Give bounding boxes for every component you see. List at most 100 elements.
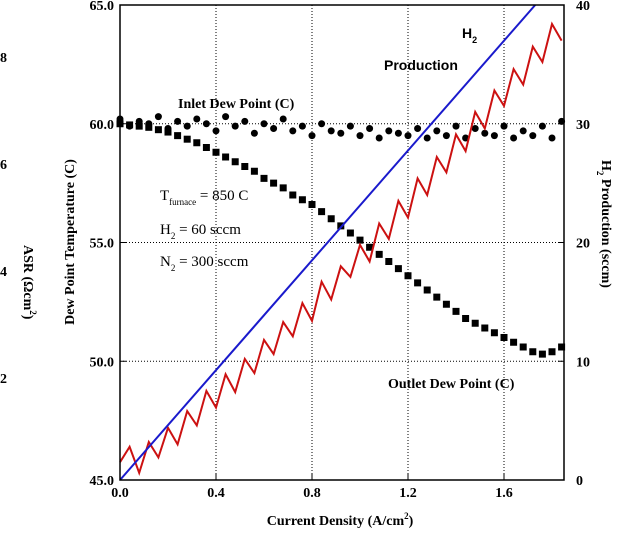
point: [538, 350, 546, 358]
point: [500, 334, 508, 341]
point: [414, 279, 422, 287]
series-label: Inlet Dew Point (C): [178, 97, 295, 112]
point: [270, 179, 278, 187]
point: [538, 122, 546, 130]
cropped-tick-label: 6: [0, 158, 7, 173]
point: [385, 258, 393, 265]
y-tick-label: 55.0: [90, 237, 115, 252]
annotation: N2 = 300 sccm: [160, 254, 249, 273]
point: [183, 135, 191, 143]
annotation: Tfurnace = 850 C: [160, 188, 248, 207]
point: [366, 243, 374, 251]
point: [414, 125, 422, 132]
point: [183, 122, 191, 130]
y2-tick-label: 30: [576, 118, 590, 133]
point: [442, 300, 450, 308]
point: [337, 222, 345, 230]
point: [490, 329, 498, 337]
series-line: [119, 4, 536, 481]
point: [462, 315, 470, 322]
point: [519, 127, 527, 135]
point: [346, 229, 354, 237]
point: [510, 134, 518, 142]
point: [385, 127, 393, 135]
point: [164, 128, 172, 136]
point: [481, 324, 489, 332]
y-tick-label: 45.0: [90, 474, 115, 489]
x-axis-label-rest: ): [409, 514, 414, 529]
point: [298, 122, 306, 130]
point: [135, 122, 143, 130]
point: [471, 125, 479, 132]
point: [452, 307, 460, 315]
point: [433, 293, 441, 301]
series-line: [119, 21, 563, 477]
y2-tick-label: 40: [576, 0, 590, 14]
annotation-rest: = 60 sccm: [175, 222, 241, 238]
point: [212, 127, 220, 135]
annotation-main: N: [160, 254, 171, 270]
y2-axis-label-rest: Production (sccm): [598, 175, 613, 288]
annotation-sub: 2: [171, 231, 176, 241]
point: [394, 129, 402, 137]
x-tick-label: 1.6: [495, 486, 513, 501]
point: [433, 127, 441, 135]
point: [423, 286, 431, 294]
point: [318, 208, 326, 216]
y2-tick-label: 10: [576, 355, 590, 370]
annotation-rest: = 850 C: [196, 188, 248, 204]
point: [308, 201, 316, 208]
point: [423, 134, 431, 142]
point: [279, 184, 287, 192]
point: [308, 132, 316, 140]
point: [500, 122, 508, 130]
point: [202, 120, 210, 128]
cropped-tick-label: 2: [0, 372, 7, 387]
point: [510, 338, 518, 346]
point: [174, 132, 182, 140]
point: [270, 125, 278, 132]
point: [490, 132, 498, 140]
annotation-main: T: [160, 188, 169, 204]
point: [298, 196, 306, 204]
point: [481, 129, 489, 137]
x-axis-label-sup: 2: [404, 511, 409, 521]
point: [174, 117, 182, 125]
x-tick-label: 0.8: [303, 486, 321, 501]
y-tick-label: 60.0: [90, 118, 115, 133]
point: [241, 117, 249, 125]
annotation-main: H: [462, 25, 472, 41]
point: [356, 132, 364, 140]
point: [327, 127, 335, 135]
annotation: H2 = 60 sccm: [160, 222, 241, 241]
point: [260, 174, 268, 182]
point: [519, 343, 527, 351]
y2-axis-label-main: H: [598, 160, 613, 171]
y2-axis-label: H2 Production (sccm): [595, 160, 613, 288]
point: [452, 122, 460, 130]
point: [462, 134, 470, 142]
point: [404, 132, 412, 140]
point: [548, 134, 556, 142]
annotation-main: Production: [384, 57, 458, 73]
point: [394, 265, 402, 273]
point: [375, 250, 383, 258]
point: [289, 127, 297, 135]
point: [548, 348, 556, 356]
point: [154, 126, 162, 134]
annotation-sub: 2: [472, 35, 477, 45]
cropped-axis-label-rest: ): [20, 315, 35, 320]
point: [471, 319, 479, 327]
y2-axis-label-sub: 2: [595, 171, 605, 176]
point: [231, 122, 239, 130]
series-label: Outlet Dew Point (C): [388, 377, 515, 392]
point: [126, 121, 134, 129]
point: [241, 163, 249, 170]
x-tick-label: 0.0: [111, 486, 129, 501]
point: [193, 139, 201, 147]
point: [289, 191, 297, 199]
annotation-sub: furnace: [169, 197, 196, 207]
x-tick-label: 0.4: [207, 486, 225, 501]
y-tick-label: 50.0: [90, 355, 115, 370]
y2-tick-label: 20: [576, 237, 590, 252]
